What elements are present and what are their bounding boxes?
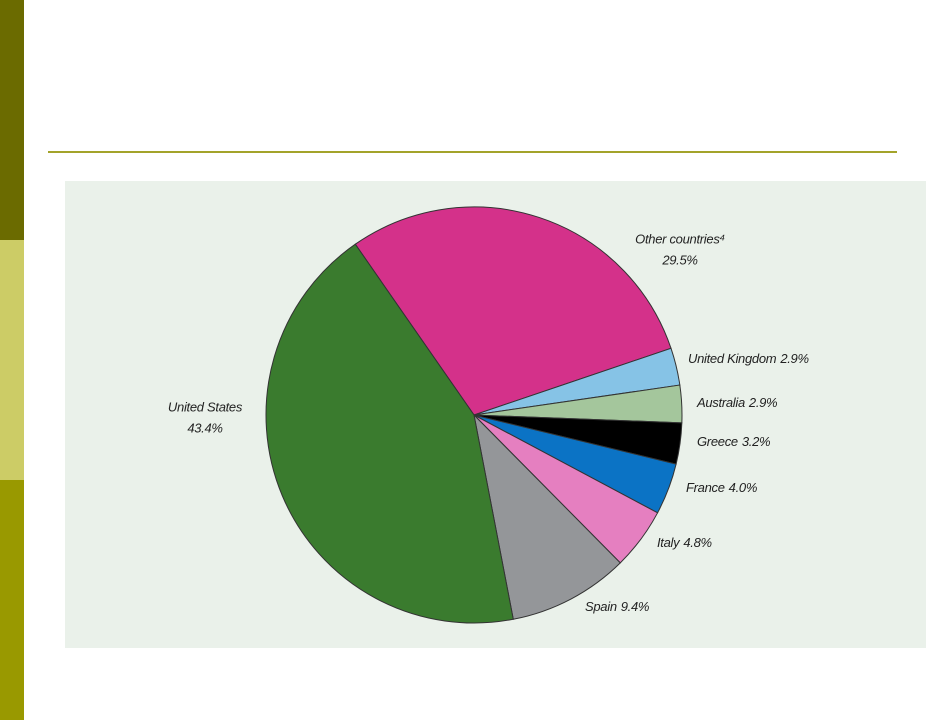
slice-label: United Kingdom 2.9% <box>688 351 809 366</box>
category-name: United Kingdom <box>688 351 777 366</box>
value-label: 2.9% <box>779 351 808 366</box>
value-label: 2.9% <box>748 395 777 410</box>
pie-slice <box>265 243 514 624</box>
category-name: Australia <box>696 395 745 410</box>
value-label: 4.8% <box>683 535 711 550</box>
category-name: Spain <box>585 599 617 614</box>
value-label: 9.4% <box>621 599 649 614</box>
category-name: Italy <box>657 535 681 550</box>
value-label: 4.0% <box>729 480 757 495</box>
pie-chart <box>265 206 683 624</box>
side-bar <box>0 480 24 720</box>
slice-label: Other countries⁴ <box>635 231 725 246</box>
slice-label: Spain 9.4% <box>585 599 649 614</box>
slice-label: United States <box>168 399 243 414</box>
side-bar <box>0 240 24 480</box>
slice-label: Italy 4.8% <box>657 535 712 550</box>
category-name: Greece <box>697 434 738 449</box>
side-bar <box>0 0 24 240</box>
pie-slice <box>354 206 672 416</box>
value-label: 43.4% <box>187 420 222 435</box>
slice-label: France 4.0% <box>686 480 757 495</box>
value-label: 3.2% <box>742 434 770 449</box>
slice-label: Australia 2.9% <box>696 395 777 410</box>
value-label: 29.5% <box>661 252 697 267</box>
category-name: France <box>686 480 725 495</box>
slice-label: Greece 3.2% <box>697 434 770 449</box>
pie-slice <box>473 413 621 620</box>
